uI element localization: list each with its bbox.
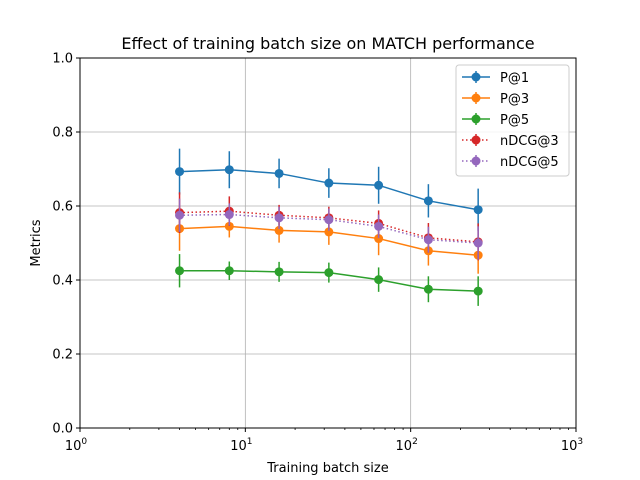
legend-label: P@5 (500, 113, 529, 128)
x-tick-label: 101 (230, 437, 252, 454)
data-point (324, 227, 334, 237)
x-tick-label: 100 (65, 437, 88, 454)
legend-label: P@1 (500, 71, 529, 86)
legend-marker (471, 93, 481, 103)
data-point (224, 221, 234, 231)
legend-item: nDCG@5 (462, 155, 559, 170)
x-tick-label: 103 (561, 437, 583, 454)
data-point (274, 213, 284, 223)
series-p-1 (175, 148, 483, 231)
data-point (175, 266, 185, 276)
data-point (473, 286, 483, 296)
legend-marker (471, 135, 481, 145)
data-point (423, 196, 433, 206)
data-point (224, 266, 234, 276)
legend: P@1 P@3 P@5 nDCG@3 nDCG@5 (455, 64, 570, 177)
legend-item: P@3 (462, 92, 529, 107)
y-tick-label: 0.2 (52, 348, 73, 363)
y-tick-label: 0.0 (52, 422, 73, 437)
series-p-5 (175, 254, 483, 306)
series-layer (175, 148, 483, 306)
legend-marker (471, 156, 481, 166)
legend-marker (471, 114, 481, 124)
data-point (374, 275, 384, 285)
data-point (175, 210, 185, 220)
x-tick-base: 10 (65, 439, 82, 454)
y-tick-label: 0.6 (52, 200, 73, 215)
data-point (324, 215, 334, 225)
x-tick-exponent: 2 (412, 437, 418, 447)
data-point (175, 167, 185, 177)
data-point (374, 221, 384, 231)
data-point (274, 267, 284, 277)
data-point (423, 284, 433, 294)
x-tick-label: 102 (396, 437, 418, 454)
y-tick-label: 0.8 (52, 126, 73, 141)
x-tick-exponent: 3 (577, 437, 583, 447)
axes-frame (79, 57, 577, 429)
x-tick-exponent: 1 (247, 437, 253, 447)
x-axis-label: Training batch size (266, 461, 388, 476)
legend-label: nDCG@5 (500, 155, 559, 170)
data-point (374, 180, 384, 190)
data-point (274, 168, 284, 178)
legend-item: nDCG@3 (462, 134, 559, 149)
x-tick-exponent: 0 (81, 437, 87, 447)
data-point (224, 210, 234, 220)
legend-marker (471, 72, 481, 82)
data-point (224, 165, 234, 175)
legend-item: P@5 (462, 113, 529, 128)
legend-item: P@1 (462, 71, 529, 86)
legend-label: P@3 (500, 92, 529, 107)
series-ndcg-5 (175, 198, 483, 260)
x-tick-base: 10 (561, 439, 578, 454)
data-point (324, 268, 334, 278)
data-point (423, 235, 433, 245)
x-tick-base: 10 (230, 439, 247, 454)
legend-box (455, 64, 570, 177)
data-point (374, 234, 384, 244)
y-tick-label: 0.4 (52, 274, 73, 289)
chart-title: Effect of training batch size on MATCH p… (121, 34, 534, 53)
data-point (324, 178, 334, 188)
y-tick-label: 1.0 (52, 52, 73, 67)
data-point (473, 205, 483, 215)
x-tick-base: 10 (396, 439, 413, 454)
y-axis-label: Metrics (29, 219, 44, 266)
data-point (274, 225, 284, 235)
data-point (473, 238, 483, 248)
legend-label: nDCG@3 (500, 134, 559, 149)
